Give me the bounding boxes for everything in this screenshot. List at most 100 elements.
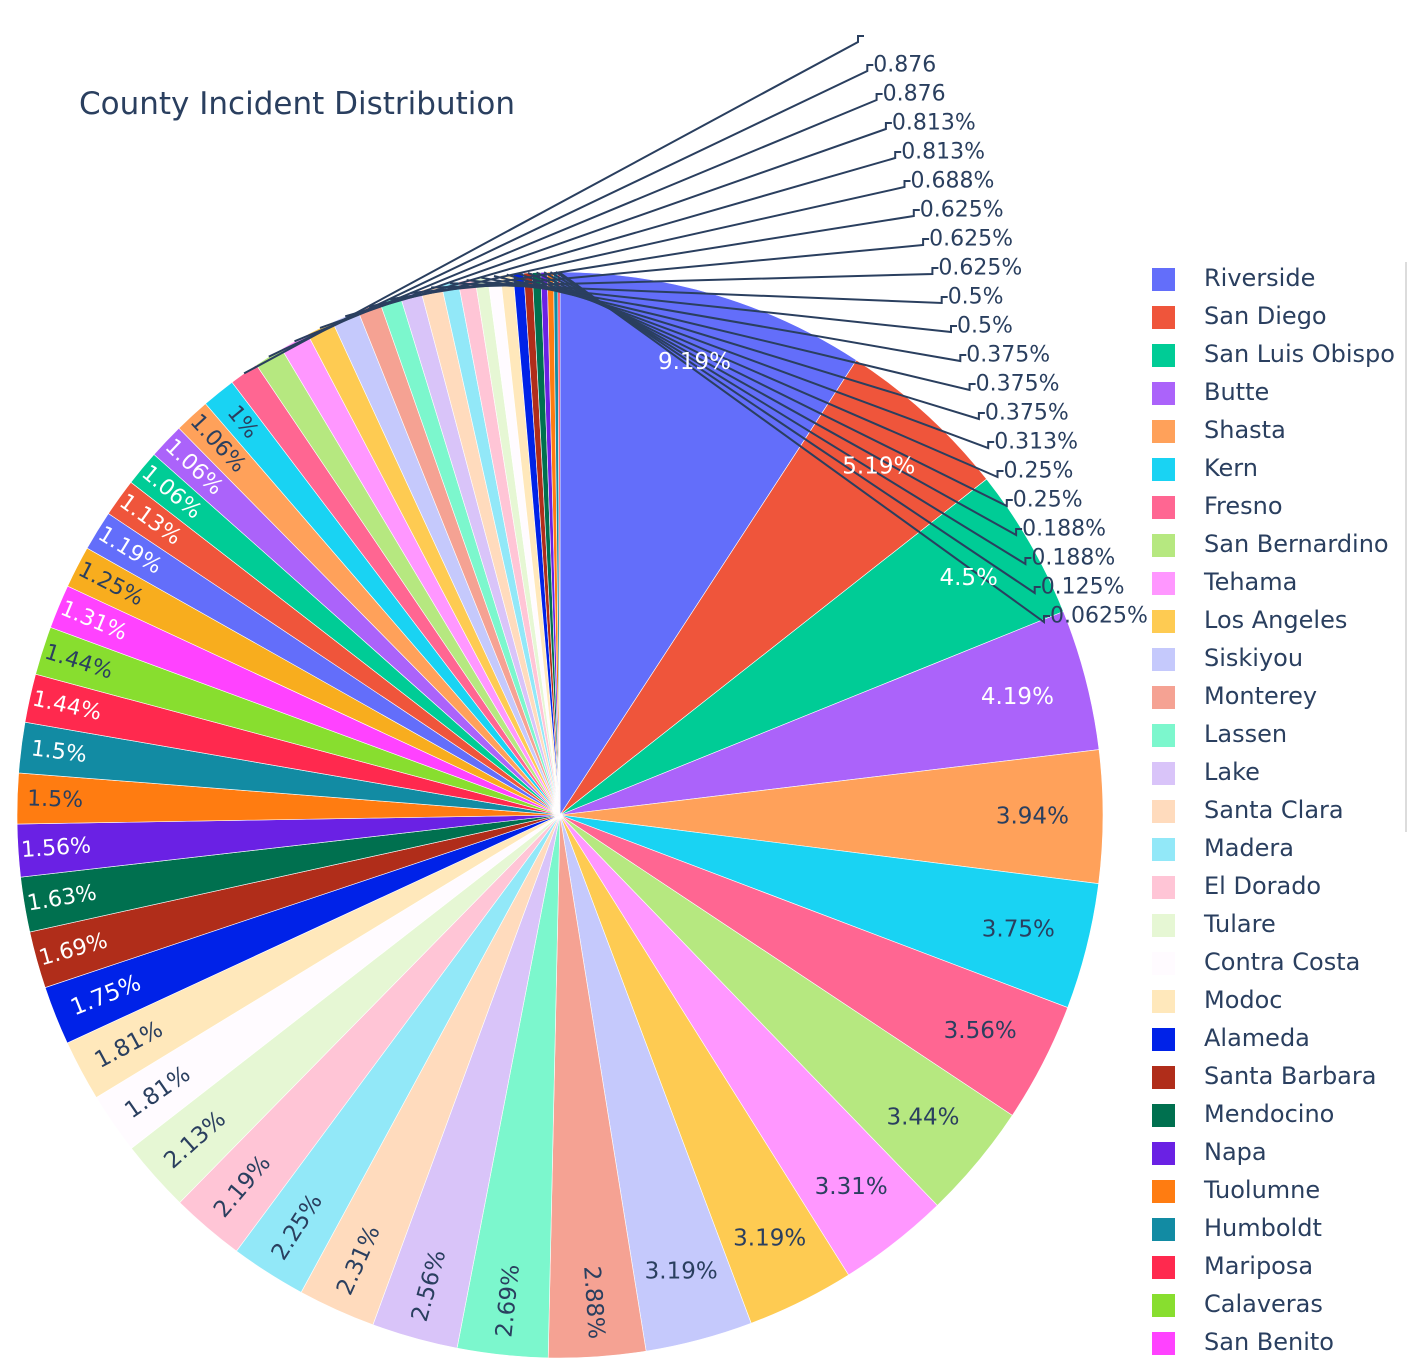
legend-swatch <box>1152 382 1175 405</box>
legend-swatch <box>1152 1332 1175 1355</box>
legend: Riverside San Diego San Luis Obispo Butte Sh… <box>1140 260 1408 1370</box>
legend-swatch <box>1152 952 1175 975</box>
slice-label-40: 0.813% <box>901 140 985 165</box>
legend-item[interactable]: Tehama <box>1140 564 1408 602</box>
legend-item[interactable]: Mendocino <box>1140 1096 1408 1134</box>
leader-line-49 <box>506 273 985 421</box>
slice-label-3: 4.19% <box>981 684 1054 710</box>
legend-item[interactable]: Fresno <box>1140 488 1408 526</box>
legend-swatch <box>1152 838 1175 861</box>
slice-label-45: 0.5% <box>948 285 1004 310</box>
slice-label-5: 3.75% <box>982 916 1055 942</box>
slice-label-7: 3.44% <box>886 1104 959 1130</box>
legend-label: Lake <box>1204 758 1260 786</box>
slice-label-53: 0.188% <box>1022 517 1106 542</box>
legend-swatch <box>1152 534 1175 557</box>
legend-scrollbar[interactable] <box>1405 262 1407 832</box>
legend-swatch <box>1152 268 1175 291</box>
legend-label: Lassen <box>1204 720 1288 748</box>
legend-item[interactable]: Los Angeles <box>1140 602 1408 640</box>
legend-item[interactable]: Santa Barbara <box>1140 1058 1408 1096</box>
legend-item[interactable]: Tuolumne <box>1140 1172 1408 1210</box>
legend-swatch <box>1152 686 1175 709</box>
slice-label-50: 0.313% <box>994 430 1078 455</box>
legend-label: Siskiyou <box>1204 644 1304 672</box>
legend-label: San Diego <box>1204 302 1327 330</box>
legend-item[interactable]: Contra Costa <box>1140 944 1408 982</box>
legend-item[interactable]: Modoc <box>1140 982 1408 1020</box>
legend-item[interactable]: Calaveras <box>1140 1286 1408 1324</box>
legend-swatch <box>1152 1142 1175 1165</box>
legend-item[interactable]: Napa <box>1140 1134 1408 1172</box>
legend-label: Mendocino <box>1204 1100 1335 1128</box>
leader-line-46 <box>466 279 957 334</box>
slice-label-55: 0.125% <box>1041 575 1125 600</box>
legend-label: Santa Clara <box>1204 796 1344 824</box>
legend-item[interactable]: Tulare <box>1140 906 1408 944</box>
leader-lines <box>243 35 1050 624</box>
leader-line-43 <box>410 238 930 294</box>
slice-label-10: 3.19% <box>645 1259 718 1285</box>
legend-swatch <box>1152 458 1175 481</box>
legend-label: Humboldt <box>1204 1214 1322 1242</box>
legend-label: Santa Barbara <box>1204 1062 1377 1090</box>
legend-label: Fresno <box>1204 492 1283 520</box>
leader-line-54 <box>549 271 1032 566</box>
leader-line-39 <box>319 122 892 329</box>
slice-label-49: 0.375% <box>985 401 1069 426</box>
legend-item[interactable]: Alameda <box>1140 1020 1408 1058</box>
legend-item[interactable]: Lassen <box>1140 716 1408 754</box>
legend-swatch <box>1152 1028 1175 1051</box>
leader-line-45 <box>449 282 948 305</box>
legend-label: San Luis Obispo <box>1204 340 1395 368</box>
slice-label-54: 0.188% <box>1031 546 1115 571</box>
legend-swatch <box>1152 762 1175 785</box>
legend-item[interactable]: Mariposa <box>1140 1248 1408 1286</box>
slice-label-52: 0.25% <box>1013 488 1083 513</box>
leader-line-50 <box>518 272 995 450</box>
slice-label-11: 2.88% <box>578 1265 609 1340</box>
legend-item[interactable]: El Dorado <box>1140 868 1408 906</box>
legend-item[interactable]: Santa Clara <box>1140 792 1408 830</box>
slice-label-24: 1.5% <box>27 786 84 813</box>
leader-line-40 <box>344 151 902 318</box>
legend-item[interactable]: Monterey <box>1140 678 1408 716</box>
legend-item[interactable]: Siskiyou <box>1140 640 1408 678</box>
legend-label: Contra Costa <box>1204 948 1361 976</box>
legend-swatch <box>1152 1256 1175 1279</box>
slice-label-38: 0.876 <box>883 82 946 107</box>
legend-item[interactable]: San Luis Obispo <box>1140 336 1408 374</box>
legend-swatch <box>1152 876 1175 899</box>
chart-title: County Incident Distribution <box>79 86 515 122</box>
leader-line-44 <box>431 267 939 289</box>
legend-swatch <box>1152 800 1175 823</box>
legend-swatch <box>1152 648 1175 671</box>
legend-label: Modoc <box>1204 986 1283 1014</box>
legend-item[interactable]: Kern <box>1140 450 1408 488</box>
legend-item[interactable]: Riverside <box>1140 260 1408 298</box>
slice-label-39: 0.813% <box>892 111 976 136</box>
legend-item[interactable]: Butte <box>1140 374 1408 412</box>
slice-label-51: 0.25% <box>1004 459 1074 484</box>
legend-label: Mariposa <box>1204 1252 1314 1280</box>
legend-item[interactable]: Lake <box>1140 754 1408 792</box>
legend-item[interactable]: Madera <box>1140 830 1408 868</box>
legend-item[interactable]: San Diego <box>1140 298 1408 336</box>
legend-swatch <box>1152 724 1175 747</box>
legend-swatch <box>1152 610 1175 633</box>
legend-item[interactable]: San Bernardino <box>1140 526 1408 564</box>
legend-label: Kern <box>1204 454 1258 482</box>
legend-item[interactable]: Humboldt <box>1140 1210 1408 1248</box>
legend-swatch <box>1152 420 1175 443</box>
legend-item[interactable]: Shasta <box>1140 412 1408 450</box>
legend-swatch <box>1152 344 1175 367</box>
legend-label: San Bernardino <box>1204 530 1389 558</box>
slice-label-0: 9.19% <box>658 349 731 375</box>
slice-label-9: 3.19% <box>733 1225 806 1251</box>
legend-item[interactable]: San Benito <box>1140 1324 1408 1362</box>
leader-line-48 <box>493 275 976 392</box>
legend-label: El Dorado <box>1204 872 1322 900</box>
slice-label-42: 0.625% <box>920 198 1004 223</box>
legend-swatch <box>1152 306 1175 329</box>
